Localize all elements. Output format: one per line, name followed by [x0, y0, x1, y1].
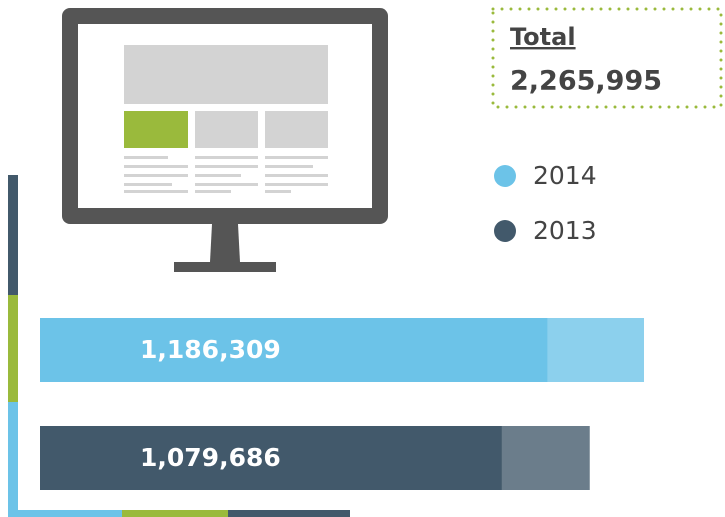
- bar-highlight: [547, 318, 644, 382]
- bar: [40, 318, 644, 382]
- frame-stripes: [8, 175, 350, 517]
- legend-label: 2013: [533, 216, 597, 245]
- total-label: Total: [510, 23, 576, 51]
- bar-highlight: [501, 426, 590, 490]
- legend-swatch: [494, 165, 516, 187]
- legend-label: 2014: [533, 161, 597, 190]
- bar-value-label: 1,079,686: [140, 443, 281, 472]
- bar: [40, 426, 590, 490]
- legend-swatch: [494, 220, 516, 242]
- total-box: [491, 7, 723, 109]
- bar-value-label: 1,186,309: [140, 335, 281, 364]
- total-value: 2,265,995: [510, 66, 662, 97]
- monitor-icon: [62, 8, 388, 272]
